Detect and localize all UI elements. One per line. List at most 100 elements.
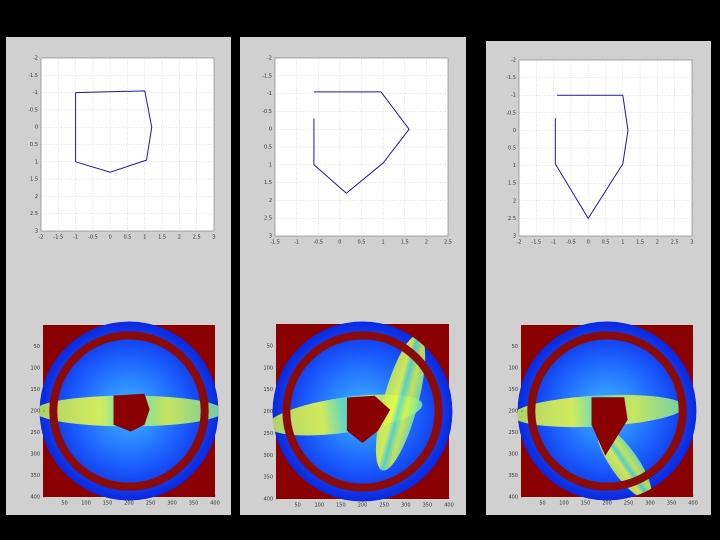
x-tick-label: 350 xyxy=(667,501,677,507)
x-tick-label: 200 xyxy=(602,501,612,507)
x-tick-label: 350 xyxy=(423,503,433,509)
x-tick-label: 2 xyxy=(178,235,181,241)
y-tick-label: 350 xyxy=(30,473,40,479)
x-tick-label: 100 xyxy=(314,503,324,509)
x-tick-label: 1 xyxy=(621,240,624,246)
heatmap xyxy=(517,321,697,501)
y-tick-label: 50 xyxy=(512,344,518,350)
x-tick-label: 50 xyxy=(539,501,545,507)
y-tick-label: 3 xyxy=(35,229,38,235)
y-tick-label: 300 xyxy=(30,452,40,458)
y-tick-label: -2 xyxy=(267,56,272,62)
x-tick-label: 3 xyxy=(212,235,215,241)
y-tick-label: 2 xyxy=(35,194,38,200)
y-tick-label: -1 xyxy=(267,91,272,97)
x-tick-label: 400 xyxy=(444,503,454,509)
x-tick-label: 0.5 xyxy=(602,240,610,246)
x-tick-label: 0 xyxy=(587,240,590,246)
y-tick-label: 350 xyxy=(508,473,518,479)
heatmap xyxy=(272,321,453,502)
y-tick-label: 350 xyxy=(263,475,273,481)
y-tick-label: 1 xyxy=(35,159,38,165)
y-tick-label: -0.5 xyxy=(28,107,38,113)
x-tick-label: 1 xyxy=(143,235,146,241)
x-tick-label: -1.5 xyxy=(531,240,541,246)
x-tick-label: 150 xyxy=(581,501,591,507)
x-tick-label: 1.5 xyxy=(158,235,166,241)
y-tick-label: 1.5 xyxy=(30,177,38,183)
y-tick-label: -1 xyxy=(511,93,516,99)
object xyxy=(113,393,150,432)
x-tick-label: -1.5 xyxy=(270,240,280,246)
x-tick-label: 0.5 xyxy=(358,240,366,246)
y-tick-label: 0 xyxy=(35,125,38,131)
y-tick-label: -1.5 xyxy=(28,73,38,79)
x-tick-label: 100 xyxy=(559,501,569,507)
y-tick-label: 400 xyxy=(508,495,518,501)
x-tick-label: 50 xyxy=(61,501,67,507)
y-tick-label: -1.5 xyxy=(262,73,272,79)
x-tick-label: 2 xyxy=(656,240,659,246)
x-tick-label: 400 xyxy=(688,501,698,507)
x-tick-label: -2 xyxy=(517,240,522,246)
x-tick-label: -0.5 xyxy=(566,240,576,246)
x-tick-label: 300 xyxy=(645,501,655,507)
y-tick-label: 150 xyxy=(263,387,273,393)
x-tick-label: 150 xyxy=(103,501,113,507)
y-tick-label: 2.5 xyxy=(264,216,272,222)
y-tick-label: 2 xyxy=(269,198,272,204)
x-tick-label: -0.5 xyxy=(88,235,98,241)
y-tick-label: 100 xyxy=(30,366,40,372)
polygon-line xyxy=(75,90,153,173)
object xyxy=(346,395,391,443)
y-tick-label: 150 xyxy=(508,387,518,393)
y-tick-label: -1 xyxy=(33,90,38,96)
x-tick-label: 250 xyxy=(379,503,389,509)
y-tick-label: 1.5 xyxy=(264,180,272,186)
ring xyxy=(49,331,209,491)
x-tick-label: 50 xyxy=(294,503,300,509)
y-tick-label: 250 xyxy=(508,430,518,436)
x-tick-label: 2.5 xyxy=(193,235,201,241)
y-tick-label: 400 xyxy=(263,497,273,503)
y-tick-label: 250 xyxy=(30,430,40,436)
y-tick-label: -0.5 xyxy=(262,109,272,115)
y-tick-label: 1 xyxy=(513,163,516,169)
x-tick-label: 2 xyxy=(425,240,428,246)
x-tick-label: -1 xyxy=(73,235,78,241)
x-tick-label: 200 xyxy=(358,503,368,509)
x-tick-label: -2 xyxy=(39,235,44,241)
y-tick-label: 300 xyxy=(263,453,273,459)
y-tick-label: 0.5 xyxy=(264,145,272,151)
y-tick-label: -1.5 xyxy=(506,75,516,81)
plot-area xyxy=(40,57,215,232)
y-tick-label: 200 xyxy=(263,409,273,415)
y-tick-label: -0.5 xyxy=(506,110,516,116)
y-tick-label: 2.5 xyxy=(30,211,38,217)
x-tick-label: 3 xyxy=(690,240,693,246)
y-tick-label: 300 xyxy=(508,452,518,458)
y-tick-label: 1.5 xyxy=(508,181,516,187)
x-tick-label: 0.5 xyxy=(124,235,132,241)
x-tick-label: 300 xyxy=(167,501,177,507)
x-tick-label: 2.5 xyxy=(671,240,679,246)
y-tick-label: -2 xyxy=(33,56,38,62)
beam xyxy=(375,334,426,471)
x-tick-label: 1 xyxy=(382,240,385,246)
x-tick-label: 200 xyxy=(124,501,134,507)
x-tick-label: 1.5 xyxy=(401,240,409,246)
x-tick-label: -0.5 xyxy=(313,240,323,246)
y-tick-label: 100 xyxy=(263,365,273,371)
polygon-line xyxy=(554,94,629,220)
y-tick-label: 3 xyxy=(269,234,272,240)
x-tick-label: 400 xyxy=(210,501,220,507)
x-tick-label: 250 xyxy=(624,501,634,507)
x-tick-label: 100 xyxy=(81,501,91,507)
y-tick-label: 2.5 xyxy=(508,216,516,222)
x-tick-label: 300 xyxy=(401,503,411,509)
x-tick-label: 0 xyxy=(338,240,341,246)
y-tick-label: 100 xyxy=(508,366,518,372)
polygon-line xyxy=(313,91,410,194)
y-tick-label: 250 xyxy=(263,431,273,437)
